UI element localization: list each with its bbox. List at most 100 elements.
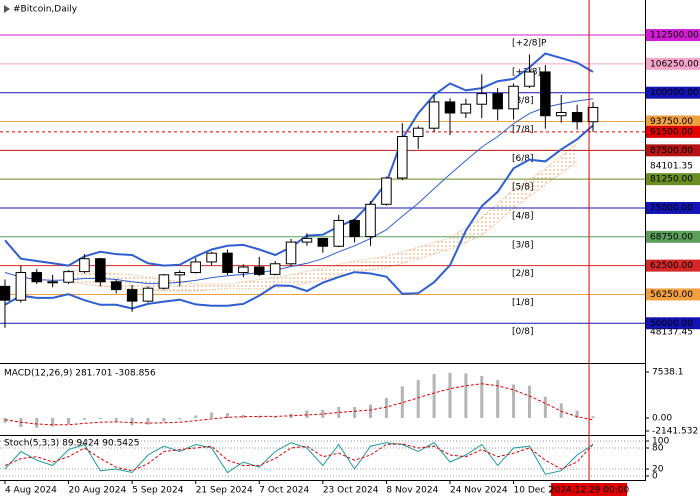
macd-bar xyxy=(512,384,516,418)
macd-bar xyxy=(257,416,261,418)
level-value-label: 68750.00 xyxy=(650,232,693,242)
level-label: [0/8] xyxy=(512,327,534,337)
price-tag xyxy=(646,125,700,138)
macd-bar xyxy=(35,417,39,428)
macd-bar xyxy=(225,413,229,418)
level-value-label: 87500.00 xyxy=(650,146,693,156)
level-value-label: 62500.00 xyxy=(650,261,693,271)
candle-body xyxy=(0,285,11,301)
indicator-value: 84101.35 xyxy=(650,162,693,172)
band-line xyxy=(4,124,594,310)
macd-bar xyxy=(591,416,595,418)
level-label: [+2/8]P xyxy=(512,39,547,49)
macd-bar xyxy=(432,374,436,418)
level-tag xyxy=(646,259,700,272)
macd-bar xyxy=(384,397,388,418)
level-label: [5/8] xyxy=(512,183,534,193)
macd-bar xyxy=(178,417,182,420)
macd-bar xyxy=(98,417,102,420)
level-label: [6/8] xyxy=(512,154,534,164)
level-tag xyxy=(646,173,700,186)
macd-bar xyxy=(130,417,134,426)
level-label: [4/8] xyxy=(512,211,534,221)
candle-body xyxy=(158,274,170,289)
macd-bar xyxy=(353,406,357,418)
d-line xyxy=(4,443,594,472)
chart-title: #Bitcoin,Daily xyxy=(13,5,78,15)
level-value-label: 112500.00 xyxy=(650,31,699,41)
candle-body xyxy=(174,272,186,276)
macd-bar xyxy=(464,373,468,418)
candle-body xyxy=(444,101,456,114)
symbol-icon xyxy=(4,5,10,13)
candle-body xyxy=(412,127,424,137)
macd-bar xyxy=(210,412,214,418)
macd-bar xyxy=(3,417,7,423)
macd-bar xyxy=(416,380,420,418)
panel-title: Stoch(5,3,3) 89.9424 90.5425 xyxy=(4,439,139,449)
level-value-label: 100000.00 xyxy=(650,88,699,98)
candle-body xyxy=(110,281,122,291)
cursor-label: 2024.12.29 00:00 xyxy=(549,486,630,496)
candle-body xyxy=(31,272,43,283)
candle-body xyxy=(285,241,297,265)
level-value-label: 75000.00 xyxy=(650,203,693,213)
y-tick-label: 80 xyxy=(652,443,664,453)
x-tick-label: 5 Sep 2024 xyxy=(132,486,184,496)
macd-bar xyxy=(559,403,563,418)
x-tick-label: 24 Nov 2024 xyxy=(450,486,508,496)
macd-bar xyxy=(162,417,166,422)
candle-body xyxy=(571,112,583,123)
candle-body xyxy=(460,103,472,114)
candle-body xyxy=(365,203,376,238)
candle-body xyxy=(79,258,90,273)
y-tick-label: 100 xyxy=(652,436,669,446)
y-tick-label: 7538.1 xyxy=(652,368,684,378)
level-tag xyxy=(646,201,700,214)
macd-bar xyxy=(67,417,71,425)
level-label: [8/8] xyxy=(512,96,534,106)
candle-body xyxy=(269,263,281,275)
candle-body xyxy=(301,237,313,243)
k-line xyxy=(4,442,594,475)
level-label: [7/8] xyxy=(512,125,534,135)
macd-bar xyxy=(273,416,277,418)
macd-bar xyxy=(337,406,341,418)
candle-body xyxy=(555,112,567,117)
candle-body xyxy=(397,135,408,179)
cloud-edge xyxy=(68,161,578,292)
candle-body xyxy=(381,177,392,205)
level-tag xyxy=(646,288,700,301)
candle-body xyxy=(317,237,329,247)
macd-bar xyxy=(146,417,150,425)
candle-body xyxy=(492,93,503,110)
x-tick-label: 4 Aug 2024 xyxy=(5,486,57,496)
macd-bar xyxy=(321,410,325,418)
x-tick-label: 10 Dec 2 xyxy=(514,486,554,496)
level-tag xyxy=(646,57,700,70)
macd-bar xyxy=(543,396,547,418)
level-tag xyxy=(646,86,700,99)
macd-bar xyxy=(241,414,245,418)
candle-body xyxy=(238,266,249,274)
macd-bar xyxy=(527,385,531,418)
candle-body xyxy=(206,252,217,263)
macd-bar xyxy=(448,372,452,418)
level-value-label: 50000.00 xyxy=(650,319,693,329)
level-value-label: 56250.00 xyxy=(650,290,693,300)
level-value-label: 93750.00 xyxy=(650,117,693,127)
level-tag xyxy=(646,317,700,330)
candle-body xyxy=(95,258,106,283)
candle-body xyxy=(428,101,440,129)
candle-body xyxy=(508,85,519,110)
candle-body xyxy=(142,287,154,302)
macd-bar xyxy=(305,410,309,418)
macd-bar xyxy=(51,417,55,427)
candle-body xyxy=(47,281,58,284)
macd-bar xyxy=(480,375,484,418)
panel-title: MACD(12,26,9) 281.701 -308.856 xyxy=(4,369,156,379)
candle-body xyxy=(587,106,599,123)
x-tick-label: 21 Sep 2024 xyxy=(196,486,253,496)
level-label: [3/8] xyxy=(512,240,534,250)
